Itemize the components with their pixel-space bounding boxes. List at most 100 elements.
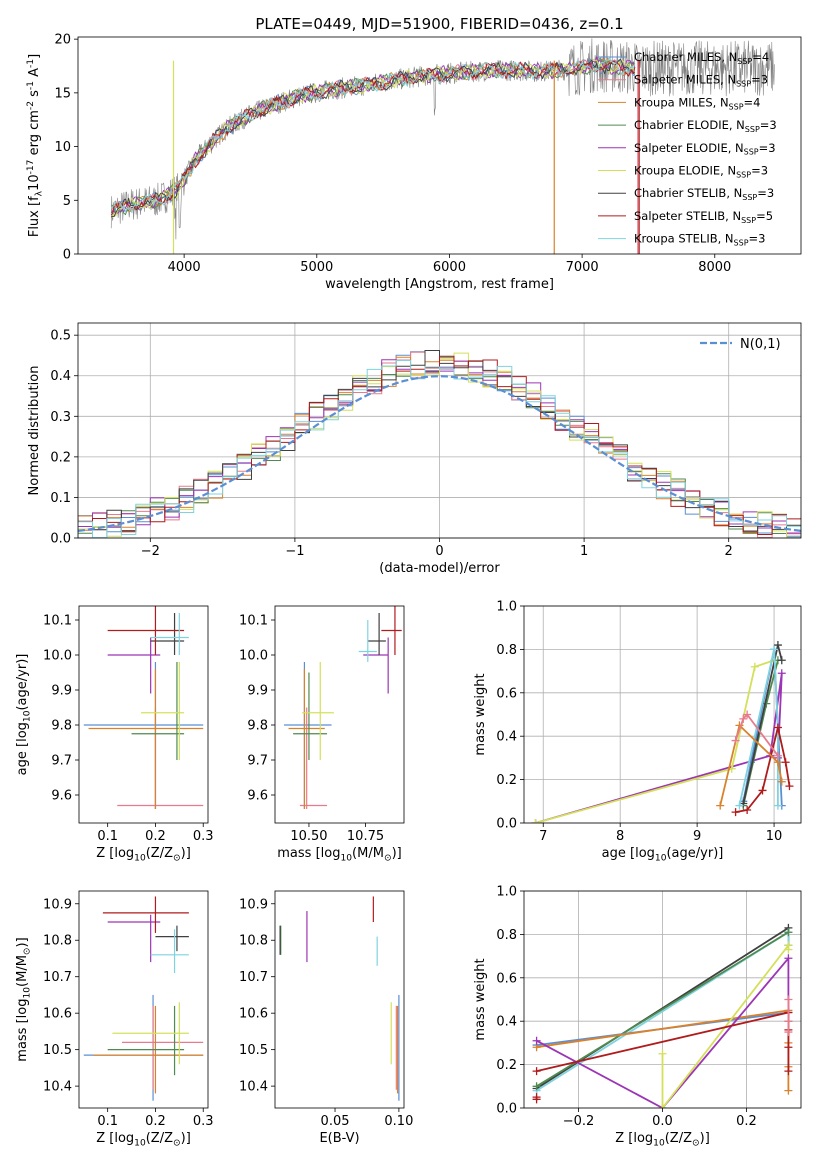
data-point-6 — [302, 662, 334, 760]
mass-vs-Z-plot-area — [83, 896, 204, 1101]
y-tick-label: 10.9 — [239, 897, 268, 912]
x-tick-label: 1 — [580, 544, 588, 559]
y-tick-label: 10.1 — [43, 614, 72, 629]
x-tick-label: −0.2 — [563, 1114, 595, 1129]
y-tick-label: 0.3 — [50, 410, 71, 425]
y-tick-label: 10.5 — [43, 1043, 72, 1058]
weight-marker — [532, 1067, 541, 1076]
data-point-6 — [141, 662, 185, 760]
weight-marker — [735, 801, 744, 810]
y-axis-label: Flux [fλ10-17 erg cm-2 s-1 A-1] — [26, 54, 45, 237]
axes-frame — [77, 36, 802, 255]
legend-label: Salpeter STELIB, NSSP=5 — [634, 209, 773, 225]
weight-marker — [743, 710, 752, 719]
weight-marker — [658, 1049, 667, 1058]
y-tick-label: 10.0 — [239, 649, 268, 664]
weight-marker — [777, 656, 786, 665]
x-tick-label: 8 — [616, 829, 624, 844]
x-tick-label: 0.2 — [145, 1114, 166, 1129]
data-point-5 — [107, 637, 161, 694]
chart-title: PLATE=0449, MJD=51900, FIBERID=0436, z=0… — [255, 15, 623, 33]
mass-vs-ebv-plot-area — [279, 896, 400, 1101]
weight-marker — [784, 1086, 793, 1095]
y-tick-label: 10.0 — [43, 649, 72, 664]
y-axis-label: Normed distribution — [27, 366, 42, 496]
legend-label: N(0,1) — [740, 337, 781, 352]
model-curve-8 — [110, 60, 636, 216]
weight-marker — [784, 995, 793, 1004]
x-tick-label: 0.1 — [97, 829, 118, 844]
y-tick-label: 0.4 — [50, 369, 71, 384]
data-point-2 — [117, 707, 204, 809]
x-tick-label: −2 — [141, 544, 160, 559]
residuals-plot-area — [78, 350, 801, 538]
y-axis-label: mass weight — [473, 958, 488, 1040]
y-tick-label: 0.1 — [50, 491, 71, 506]
gaussian-curve — [78, 375, 801, 532]
x-tick-label: 0.3 — [193, 1114, 214, 1129]
x-tick-label: 0 — [435, 544, 443, 559]
data-point-8 — [102, 896, 189, 933]
x-tick-label: 4000 — [168, 260, 201, 275]
mass-vs-Z-axes — [75, 903, 204, 1112]
x-tick-label: 0.2 — [736, 1114, 757, 1129]
weight-marker — [743, 805, 752, 814]
y-tick-label: 0 — [63, 248, 71, 263]
weight-marker — [531, 819, 540, 823]
x-tick-label: 0.1 — [97, 1114, 118, 1129]
y-tick-label: 9.7 — [247, 754, 268, 769]
y-tick-label: 0.5 — [50, 329, 71, 344]
x-tick-label: 10 — [766, 829, 783, 844]
x-tick-label: 6000 — [433, 260, 466, 275]
x-tick-label: 0.3 — [193, 829, 214, 844]
mass-vs-ebv-axes — [271, 903, 400, 1112]
weight-marker — [777, 669, 786, 678]
data-point-9 — [150, 613, 189, 655]
y-tick-label: 1.0 — [496, 885, 517, 900]
y-tick-label: 0.2 — [50, 450, 71, 465]
weight-marker — [784, 1067, 793, 1076]
y-tick-label: 0.8 — [496, 643, 517, 658]
data-point-9 — [358, 620, 377, 662]
data-point-1 — [83, 994, 204, 1101]
x-tick-label: −1 — [285, 544, 304, 559]
y-tick-label: 10.8 — [43, 934, 72, 949]
weight-marker — [773, 751, 782, 760]
weight-marker — [784, 1043, 793, 1052]
legend-label: Salpeter MILES, NSSP=3 — [634, 73, 768, 89]
weight-marker — [532, 1036, 541, 1045]
y-tick-label: 0.2 — [496, 773, 517, 788]
y-tick-label: 1.0 — [496, 600, 517, 615]
axes-frame — [78, 890, 209, 1109]
age-vs-mass-plot-area — [284, 606, 402, 809]
axes-frame — [523, 890, 802, 1109]
weight-marker — [784, 1028, 793, 1037]
legend-label: Chabrier ELODIE, NSSP=3 — [634, 118, 777, 134]
weight-marker — [784, 928, 793, 937]
weight-marker — [784, 945, 793, 954]
y-tick-label: 20 — [54, 33, 71, 48]
weight-marker — [716, 801, 725, 810]
data-point-7 — [367, 613, 386, 655]
data-point-6 — [112, 1002, 189, 1065]
data-point-7 — [155, 925, 189, 952]
y-tick-label: 9.8 — [247, 719, 268, 734]
weight-marker — [739, 714, 748, 723]
model-curve-9 — [110, 57, 636, 214]
legend-label: Salpeter ELODIE, NSSP=3 — [634, 141, 776, 157]
legend-label: Chabrier MILES, NSSP=4 — [634, 50, 769, 66]
x-tick-label: 0.10 — [384, 1114, 413, 1129]
y-tick-label: 9.9 — [51, 684, 72, 699]
x-tick-label: 5000 — [300, 260, 333, 275]
y-tick-label: 10.7 — [239, 970, 268, 985]
x-tick-label: 0.05 — [321, 1114, 350, 1129]
x-axis-label: Z [log10(Z/Z⊙)] — [96, 846, 191, 863]
x-axis-label: E(B-V) — [319, 1131, 359, 1146]
y-tick-label: 9.6 — [51, 789, 72, 804]
x-tick-label: 7000 — [566, 260, 599, 275]
axes-frame — [77, 322, 802, 539]
weight-marker — [773, 723, 782, 732]
weight-marker — [770, 645, 779, 654]
legend-label: Kroupa MILES, NSSP=4 — [634, 95, 760, 111]
legend-label: Chabrier STELIB, NSSP=3 — [634, 186, 774, 202]
